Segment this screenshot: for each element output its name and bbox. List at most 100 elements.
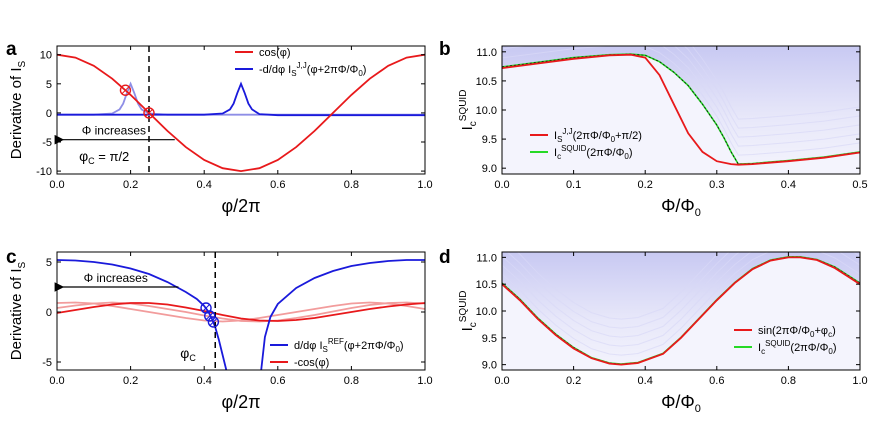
x-tick-label-d-5: 1.0 xyxy=(852,375,867,387)
marker-c-2 xyxy=(207,316,220,328)
legend-sup: SQUID xyxy=(561,144,587,153)
series-group xyxy=(502,53,860,166)
legend-tail: (φ+2πΦ/Φ xyxy=(344,340,396,352)
legend-sub: c xyxy=(557,152,561,161)
phase-subscript: C xyxy=(88,156,95,166)
x-tick-label-b-0: 0.0 xyxy=(494,179,509,191)
legend-sub: S xyxy=(557,135,562,144)
x-tick-label-d-3: 0.6 xyxy=(709,375,724,387)
y-axis-label-main: Derivative of I xyxy=(8,268,25,360)
y-axis-label-main: I xyxy=(459,327,476,331)
legend-sup: J,J xyxy=(562,127,572,136)
legend-main: I xyxy=(554,130,557,142)
legend-tail-sub: 0 xyxy=(395,345,400,354)
y-axis-label-sub: S xyxy=(17,261,28,268)
legend-tail-sub: 0 xyxy=(358,69,363,78)
legend-tail: (φ+2πΦ/Φ xyxy=(307,64,359,76)
panel-c: Φ increases φC 0.0 0.2 0.4 0.6 0.8 1.0 -5 0 5 φ/2π D… xyxy=(8,251,433,412)
y-axis-label-main: Derivative of I xyxy=(8,67,25,159)
legend-entry-c-1: -cos(φ) xyxy=(294,357,329,369)
panel-a: Φ increases φC = π/2 0.0 0.2 0.4 0.6 0.8 1.0 -10… xyxy=(8,45,433,216)
y-tick-label-d-4: 11.0 xyxy=(476,252,497,264)
legend-end: ) xyxy=(833,342,837,354)
x-axis-label-sub: 0 xyxy=(695,403,701,415)
legend-end: ) xyxy=(832,325,836,337)
legend-tail: (2πΦ/Φ xyxy=(573,130,611,142)
y-tick-label-c-1: 0 xyxy=(46,307,52,319)
legend-entry-d-0: sin(2πΦ/Φ0+φc) xyxy=(758,325,836,339)
x-axis-label-a: φ/2π xyxy=(221,196,260,216)
legend-sup: SQUID xyxy=(765,339,791,348)
phase-symbol: φ xyxy=(79,148,88,164)
heatmap-contour xyxy=(502,252,860,338)
legend-entry-b-1: IcSQUID(2πΦ/Φ0) xyxy=(554,144,633,161)
x-axis-label-d: Φ/Φ0 xyxy=(661,392,701,415)
legend-tail: (2πΦ/Φ xyxy=(790,342,828,354)
legend-tail: (2πΦ/Φ xyxy=(586,147,624,159)
marker-cross-a-1 xyxy=(145,109,153,117)
phi-increases-label-c: Φ increases xyxy=(84,271,148,285)
y-tick-label-c-0: -5 xyxy=(42,357,52,369)
heatmap-contour xyxy=(502,46,860,147)
y-axis-label-sup: SQUID xyxy=(458,90,469,122)
y-axis-label-c: Derivative of IS xyxy=(8,261,28,360)
panel-c-letter: c xyxy=(6,247,17,268)
phase-annotation-c: φC xyxy=(180,345,196,363)
heatmap-contour xyxy=(506,252,730,329)
x-tick-label-c-2: 0.4 xyxy=(197,375,212,387)
series-line-b-0 xyxy=(502,53,860,166)
x-tick-label-c-1: 0.2 xyxy=(123,375,138,387)
marker-a-1 xyxy=(143,107,155,119)
y-axis-label-sup: SQUID xyxy=(458,291,469,323)
x-tick-label-c-3: 0.6 xyxy=(270,375,285,387)
series-line-c-1 xyxy=(260,259,425,370)
x-tick-label-b-5: 0.5 xyxy=(852,179,867,191)
marker-cross-a-0 xyxy=(121,86,130,95)
series-group xyxy=(57,53,425,173)
legend-main: d/dφ I xyxy=(294,340,323,352)
legend-sub: c xyxy=(761,347,765,356)
panel-d: 0.0 0.2 0.4 0.6 0.8 1.09.09.510.010.511.0Φ/Φ0… xyxy=(458,251,868,415)
series-line-a-0 xyxy=(57,53,425,173)
x-tick-label-a-5: 1.0 xyxy=(417,179,432,191)
y-tick-label-b-3: 10.5 xyxy=(476,76,497,88)
y-tick-label-b-4: 11.0 xyxy=(476,47,497,59)
marker-cross-c-1 xyxy=(205,312,214,320)
y-tick-label-d-0: 9.0 xyxy=(482,360,497,372)
legend-end: ) xyxy=(629,147,633,159)
y-axis-label-d: IcSQUID xyxy=(458,291,479,332)
legend-end: ) xyxy=(400,340,404,352)
legend-entry-b-0: ISJ,J(2πΦ/Φ0+π/2) xyxy=(554,127,642,144)
marker-c-1 xyxy=(204,310,216,322)
x-axis-label-c: φ/2π xyxy=(221,392,260,412)
phase-value: = π/2 xyxy=(95,149,130,164)
x-tick-label-d-1: 0.2 xyxy=(566,375,581,387)
marker-cross-c-2 xyxy=(209,318,218,326)
phi-increases-label-a: Φ increases xyxy=(82,124,146,138)
x-tick-label-b-3: 0.3 xyxy=(709,179,724,191)
x-tick-label-a-3: 0.6 xyxy=(270,179,285,191)
y-axis-label-sub: S xyxy=(17,60,28,67)
heatmap-layer xyxy=(502,46,860,174)
y-tick-label-d-2: 10.0 xyxy=(476,306,497,318)
legend-entry-c-0: d/dφ ISREF(φ+2πΦ/Φ0) xyxy=(294,337,404,354)
x-axis-label-main: Φ/Φ xyxy=(661,392,695,412)
x-tick-label-c-0: 0.0 xyxy=(49,375,64,387)
series-line-a-2 xyxy=(57,81,425,116)
legend-entry-d-1: IcSQUID(2πΦ/Φ0) xyxy=(758,339,837,356)
legend-entry-a-1: -d/dφ ISJ,J(φ+2πΦ/Φ0) xyxy=(259,61,366,78)
y-axis-label-main: I xyxy=(459,126,476,130)
heatmap-band xyxy=(502,252,860,365)
y-tick-label-d-3: 10.5 xyxy=(476,279,497,291)
legend-tail: +φ xyxy=(815,325,829,337)
y-tick-label-b-2: 10.0 xyxy=(476,105,497,117)
x-axis-label-b: Φ/Φ0 xyxy=(661,196,701,219)
marker-cross-c-0 xyxy=(202,304,210,312)
x-tick-label-b-1: 0.1 xyxy=(566,179,581,191)
y-axis-label-b: IcSQUID xyxy=(458,90,479,131)
y-tick-label-d-1: 9.5 xyxy=(482,333,497,345)
phase-annotation-a: φC = π/2 xyxy=(79,148,129,166)
heatmap-layer xyxy=(502,252,860,370)
y-tick-label-a-3: 5 xyxy=(46,79,52,91)
